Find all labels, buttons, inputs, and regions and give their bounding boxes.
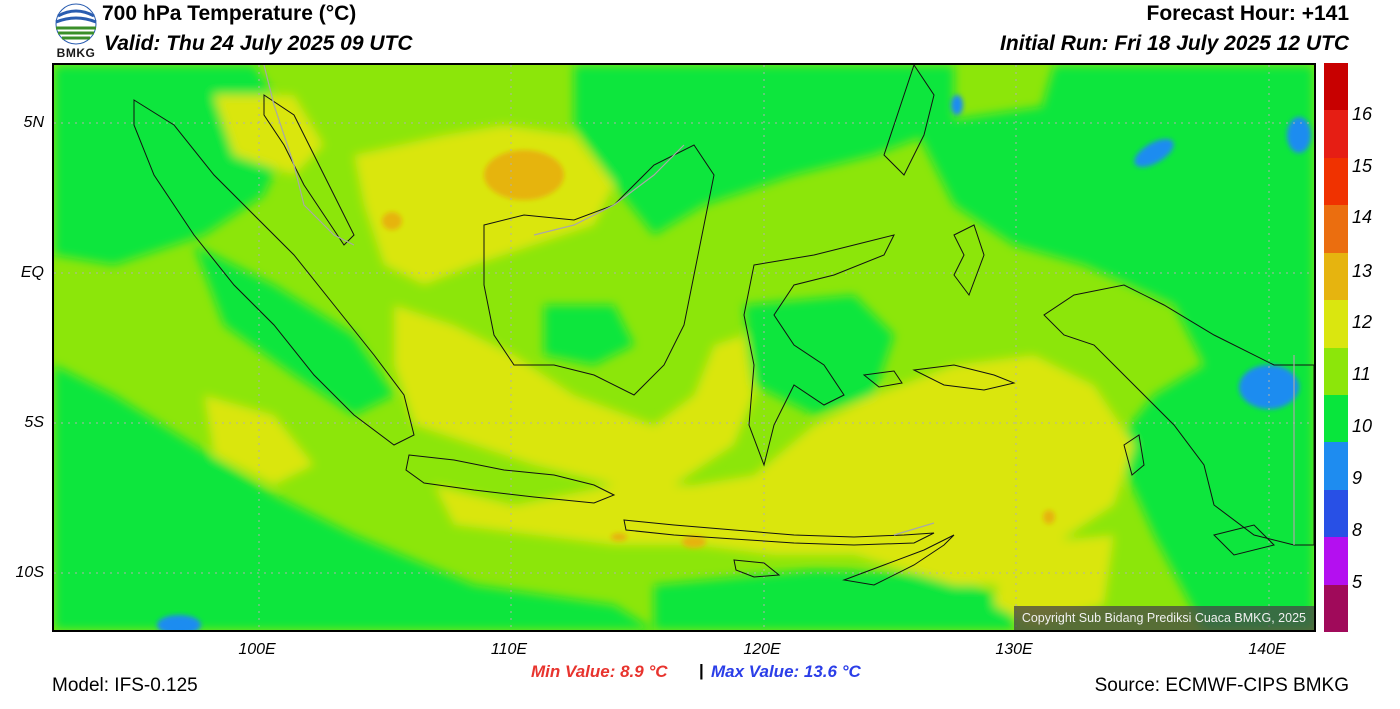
colorbar-label: 8 xyxy=(1352,520,1363,540)
yellow-region-south-arafura xyxy=(994,535,1114,625)
coast-yos-sudarso xyxy=(1213,524,1275,556)
forecast-hour: Forecast Hour: +141 xyxy=(1146,2,1350,25)
temperature-map: Copyright Sub Bidang Prediksi Cuaca BMKG… xyxy=(52,63,1316,632)
colorbar-segment xyxy=(1324,63,1348,111)
valid-time: Valid: Thu 24 July 2025 09 UTC xyxy=(104,32,413,55)
coastlines xyxy=(133,65,1314,586)
coast-sumba xyxy=(733,559,781,578)
colorbar-segment xyxy=(1324,300,1348,348)
colorbar xyxy=(1324,63,1348,633)
colorbar-label: 13 xyxy=(1352,261,1373,281)
value-separator: | xyxy=(699,661,704,680)
colorbar-segment xyxy=(1324,347,1348,396)
green-region-sw xyxy=(54,365,654,630)
lon-label-140e: 140E xyxy=(1248,641,1286,658)
coast-sulawesi xyxy=(743,234,895,467)
colorbar-segment xyxy=(1324,110,1348,159)
lat-label-10s: 10S xyxy=(15,564,44,581)
lat-label-5n: 5N xyxy=(23,114,44,131)
lon-label-110e: 110E xyxy=(490,641,528,658)
blue-region-pacific-2 xyxy=(1287,117,1311,153)
orange-region-small-4 xyxy=(611,533,627,541)
lat-label-5s: 5S xyxy=(24,414,44,431)
colorbar-segment xyxy=(1324,584,1348,633)
orange-region-small-3 xyxy=(1043,510,1055,524)
coast-aru xyxy=(1123,434,1145,476)
coast-halmahera xyxy=(953,224,985,297)
lon-label-100e: 100E xyxy=(238,641,276,658)
green-region-ne xyxy=(914,105,1314,630)
coast-malaya xyxy=(263,94,355,246)
border-timor xyxy=(893,522,935,536)
yellow-region-banda-flores xyxy=(434,355,1134,585)
yellow-region-west xyxy=(204,395,314,485)
colorbar-segment xyxy=(1324,489,1348,538)
blue-region-pacific xyxy=(1134,139,1174,167)
border-borneo xyxy=(533,144,685,236)
coast-java xyxy=(405,454,616,504)
bmkg-logo: BMKG xyxy=(52,2,100,60)
min-value: Min Value: 8.9 °C xyxy=(531,662,668,681)
border-malaya xyxy=(263,65,355,246)
max-value: Max Value: 13.6 °C xyxy=(711,662,861,681)
colorbar-label: 10 xyxy=(1352,416,1373,436)
logo-text: BMKG xyxy=(56,46,96,60)
map-grid xyxy=(54,65,1314,630)
colorbar-label: 14 xyxy=(1352,207,1373,227)
bmkg-logo-icon xyxy=(55,3,97,45)
coast-nusa-tenggara xyxy=(623,519,935,546)
orange-region-small-2 xyxy=(682,536,706,548)
source-label: Source: ECMWF-CIPS BMKG xyxy=(1094,675,1349,696)
colorbar-segment xyxy=(1324,205,1348,254)
colorbar-segment xyxy=(1324,252,1348,301)
coast-buru xyxy=(862,370,903,388)
colorbar-label: 5 xyxy=(1352,572,1363,592)
green-region-south xyxy=(654,570,1014,630)
temperature-field xyxy=(54,65,1314,630)
green-region-sumatra xyxy=(194,245,394,415)
colorbar-segment xyxy=(1324,394,1348,443)
coast-borneo xyxy=(483,144,715,396)
colorbar-label: 12 xyxy=(1352,312,1373,332)
colorbar-segment xyxy=(1324,442,1348,491)
yellow-region-java-sea xyxy=(394,305,754,485)
orange-region-small-1 xyxy=(382,212,402,230)
orange-region-borneo xyxy=(484,150,564,200)
colorbar-segment xyxy=(1324,157,1348,206)
borders xyxy=(263,65,1295,545)
lat-label-eq: EQ xyxy=(20,264,44,281)
copyright-notice: Copyright Sub Bidang Prediksi Cuaca BMKG… xyxy=(1013,606,1314,630)
chart-title: 700 hPa Temperature (°C) xyxy=(102,2,357,25)
coast-timor xyxy=(842,534,955,586)
yellow-region-nw-small xyxy=(214,95,324,175)
blue-region-north xyxy=(951,95,963,115)
coast-sumatra xyxy=(133,99,415,446)
green-region-sulawesi xyxy=(744,295,894,415)
colorbar-label: 15 xyxy=(1352,156,1373,176)
model-label: Model: IFS-0.125 xyxy=(52,675,198,696)
coast-seram xyxy=(912,364,1016,391)
coast-papua xyxy=(1043,284,1314,546)
blue-region-sw-corner xyxy=(157,615,201,630)
green-region-central-borneo xyxy=(544,305,634,365)
colorbar-label: 16 xyxy=(1352,104,1373,124)
coast-philippines xyxy=(883,65,935,176)
colorbar-label: 11 xyxy=(1352,364,1371,384)
colorbar-segment xyxy=(1324,537,1348,586)
initial-run: Initial Run: Fri 18 July 2025 12 UTC xyxy=(1000,32,1349,55)
lon-label-130e: 130E xyxy=(995,641,1033,658)
green-region-east xyxy=(1034,65,1314,185)
colorbar-label: 9 xyxy=(1352,468,1363,488)
lon-label-120e: 120E xyxy=(743,641,781,658)
